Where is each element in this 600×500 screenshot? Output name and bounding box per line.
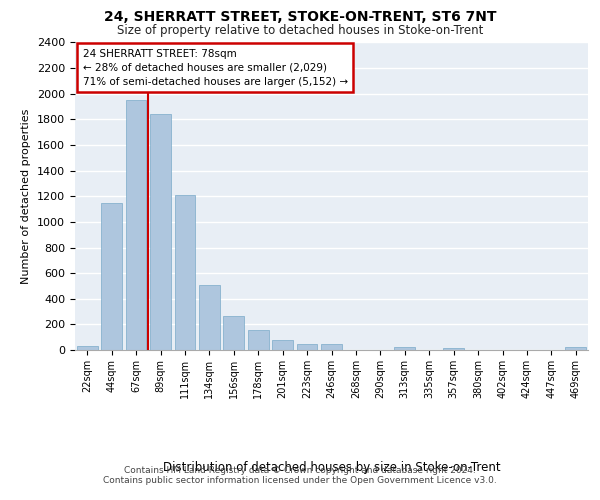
X-axis label: Distribution of detached houses by size in Stoke-on-Trent: Distribution of detached houses by size … bbox=[163, 461, 500, 474]
Text: 24 SHERRATT STREET: 78sqm
← 28% of detached houses are smaller (2,029)
71% of se: 24 SHERRATT STREET: 78sqm ← 28% of detac… bbox=[83, 48, 348, 86]
Text: 24, SHERRATT STREET, STOKE-ON-TRENT, ST6 7NT: 24, SHERRATT STREET, STOKE-ON-TRENT, ST6… bbox=[104, 10, 496, 24]
Bar bbox=[321, 344, 342, 350]
Bar bbox=[175, 195, 196, 350]
Bar bbox=[565, 348, 586, 350]
Bar bbox=[443, 348, 464, 350]
Bar bbox=[101, 202, 122, 350]
Bar bbox=[125, 100, 146, 350]
Bar bbox=[150, 114, 171, 350]
Bar bbox=[394, 348, 415, 350]
Bar bbox=[296, 344, 317, 350]
Y-axis label: Number of detached properties: Number of detached properties bbox=[22, 108, 31, 284]
Bar bbox=[248, 330, 269, 350]
Text: Size of property relative to detached houses in Stoke-on-Trent: Size of property relative to detached ho… bbox=[117, 24, 483, 37]
Bar bbox=[272, 340, 293, 350]
Bar bbox=[199, 284, 220, 350]
Text: Contains HM Land Registry data © Crown copyright and database right 2024.: Contains HM Land Registry data © Crown c… bbox=[124, 466, 476, 475]
Text: Contains public sector information licensed under the Open Government Licence v3: Contains public sector information licen… bbox=[103, 476, 497, 485]
Bar bbox=[77, 346, 98, 350]
Bar bbox=[223, 316, 244, 350]
